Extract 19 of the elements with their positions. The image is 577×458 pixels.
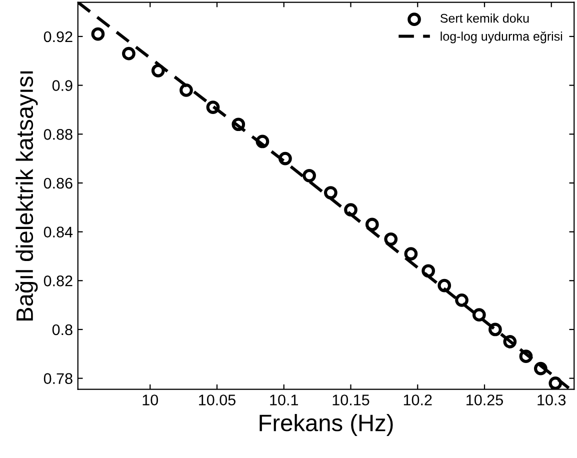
x-tick-label: 10.25: [466, 394, 503, 406]
x-tick-label: 10.05: [199, 394, 236, 406]
y-tick-label: 0.8: [52, 324, 72, 336]
x-axis-title: Frekans (Hz): [260, 414, 393, 436]
x-tick-label: 10.1: [270, 394, 298, 406]
y-axis-title: Bağıl dielektrik katsayısı: [15, 71, 38, 320]
y-tick-label: 0.84: [44, 226, 73, 238]
x-tick-label: 10.15: [332, 394, 370, 406]
y-tick-label: 0.92: [44, 31, 72, 42]
y-tick-label: 0.88: [44, 129, 72, 140]
x-tick-label: 10.3: [538, 394, 566, 406]
legend-label: Sert kemik doku: [440, 14, 529, 23]
y-tick-label: 0.78: [44, 373, 72, 384]
y-tick-label: 0.9: [52, 80, 72, 91]
x-tick-label: 10.2: [404, 394, 432, 406]
y-tick-label: 0.86: [44, 178, 72, 189]
y-tick-label: 0.82: [44, 276, 72, 286]
x-tick-label: 10: [142, 394, 158, 406]
legend-label: log-log uydurma eğrisi: [440, 31, 562, 44]
